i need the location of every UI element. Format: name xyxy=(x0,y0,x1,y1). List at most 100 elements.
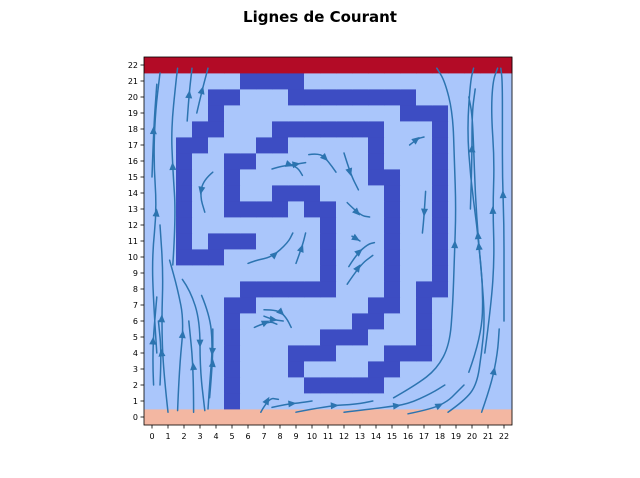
streamline-arrow xyxy=(198,186,206,195)
cell-open xyxy=(480,153,497,170)
cell-open xyxy=(256,329,273,346)
cell-wall xyxy=(224,201,241,218)
x-tick-label: 17 xyxy=(419,432,429,441)
cell-wall xyxy=(224,329,241,346)
cell-bottom-boundary xyxy=(224,409,241,426)
cell-open xyxy=(176,297,193,314)
cell-wall xyxy=(288,345,305,362)
cell-open xyxy=(272,361,289,378)
cell-open xyxy=(192,393,209,410)
cell-open xyxy=(256,121,273,138)
streamline-arrow xyxy=(178,330,186,339)
cell-open xyxy=(480,233,497,250)
y-tick-label: 2 xyxy=(133,381,138,390)
cell-open xyxy=(400,297,417,314)
cell-open xyxy=(480,345,497,362)
cell-open xyxy=(384,73,401,90)
cell-open xyxy=(176,377,193,394)
cell-top-boundary xyxy=(496,57,513,74)
cell-open xyxy=(304,153,321,170)
cell-open xyxy=(400,185,417,202)
cell-open xyxy=(432,313,449,330)
cell-open xyxy=(304,329,321,346)
cell-open xyxy=(256,377,273,394)
cell-open xyxy=(240,393,257,410)
y-tick-label: 17 xyxy=(128,141,138,150)
streamline-arrow xyxy=(190,362,198,371)
streamline-arrow xyxy=(158,348,166,357)
cell-wall xyxy=(224,153,241,170)
cell-open xyxy=(480,185,497,202)
cell-wall xyxy=(432,281,449,298)
streamline-arrow xyxy=(345,167,353,177)
cell-open xyxy=(448,137,465,154)
cell-open xyxy=(464,89,481,106)
cell-wall xyxy=(288,361,305,378)
cell-top-boundary xyxy=(288,57,305,74)
y-tick-label: 10 xyxy=(128,253,138,262)
cell-wall xyxy=(416,297,433,314)
cell-wall xyxy=(224,393,241,410)
cell-open xyxy=(208,377,225,394)
cell-wall xyxy=(192,137,209,154)
cell-wall xyxy=(304,121,321,138)
cell-wall xyxy=(272,185,289,202)
x-tick-label: 20 xyxy=(467,432,477,441)
cell-open xyxy=(256,169,273,186)
cell-wall xyxy=(384,233,401,250)
cell-open xyxy=(320,297,337,314)
cell-wall xyxy=(176,153,193,170)
cell-wall xyxy=(176,217,193,234)
cell-top-boundary xyxy=(464,57,481,74)
streamline-arrow xyxy=(208,359,216,368)
cell-bottom-boundary xyxy=(192,409,209,426)
cell-open xyxy=(400,249,417,266)
cell-wall xyxy=(224,297,241,314)
cell-open xyxy=(464,361,481,378)
streamline-arrow xyxy=(330,402,339,410)
cell-open xyxy=(176,121,193,138)
cell-open xyxy=(416,169,433,186)
cell-open xyxy=(432,297,449,314)
cell-open xyxy=(176,281,193,298)
cell-wall xyxy=(176,137,193,154)
streamline-arrow xyxy=(149,126,157,135)
cell-open xyxy=(448,73,465,90)
streamline-arrow xyxy=(197,86,205,95)
x-tick-label: 6 xyxy=(245,432,250,441)
cell-wall xyxy=(336,377,353,394)
cell-wall xyxy=(224,185,241,202)
x-tick-label: 2 xyxy=(181,432,186,441)
cell-open xyxy=(304,73,321,90)
cell-wall xyxy=(304,185,321,202)
y-tick-label: 14 xyxy=(128,189,138,198)
cell-wall xyxy=(224,345,241,362)
cell-open xyxy=(336,105,353,122)
cell-wall xyxy=(208,249,225,266)
streamline-arrow xyxy=(489,205,497,215)
y-tick-label: 0 xyxy=(133,413,138,422)
cell-wall xyxy=(272,201,289,218)
cell-wall xyxy=(272,73,289,90)
cell-open xyxy=(368,185,385,202)
cell-open xyxy=(192,217,209,234)
cell-wall xyxy=(192,121,209,138)
cell-wall xyxy=(256,73,273,90)
cell-open xyxy=(272,377,289,394)
streamline-arrow xyxy=(421,208,429,217)
cell-open xyxy=(352,281,369,298)
cell-wall xyxy=(336,329,353,346)
cell-open xyxy=(288,169,305,186)
cell-open xyxy=(336,345,353,362)
cell-top-boundary xyxy=(432,57,449,74)
y-tick-label: 9 xyxy=(133,269,138,278)
cell-open xyxy=(176,313,193,330)
cell-open xyxy=(432,345,449,362)
cell-wall xyxy=(240,281,257,298)
cell-top-boundary xyxy=(480,57,497,74)
cell-open xyxy=(288,217,305,234)
cell-open xyxy=(144,377,161,394)
cell-open xyxy=(224,265,241,282)
cell-open xyxy=(448,249,465,266)
cell-open xyxy=(256,233,273,250)
